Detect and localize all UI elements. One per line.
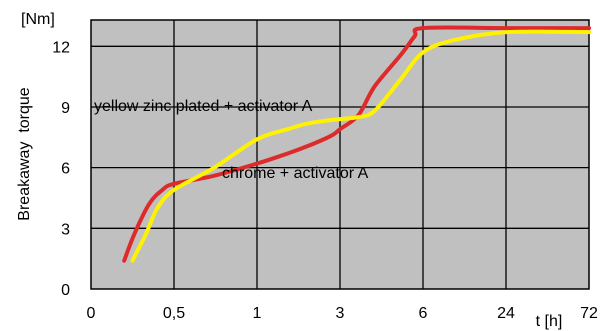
x-tick-label: 3 [336,305,345,322]
x-tick-label: 6 [419,305,428,322]
x-tick-label: 0 [87,305,96,322]
plot-frame [90,19,590,290]
x-tick-label: 72 [580,305,598,322]
annotation-chrome: chrome + activator A [222,165,369,182]
y-tick-label: 0 [61,282,70,299]
y-tick-label: 3 [61,221,70,238]
series-line-0 [122,25,591,263]
annotation-yellow-zinc: yellow zinc plated + activator A [94,98,313,115]
x-axis-label: t [h] [536,313,563,330]
x-tick-label: 1 [253,305,262,322]
y-tick-label: 12 [52,39,70,56]
y-axis-label: Breakaway torque [16,87,33,221]
y-tick-label: 9 [61,100,70,117]
x-tick-label: 24 [497,305,515,322]
x-tick-label: 0,5 [163,305,185,322]
series-line-1 [130,29,591,263]
y-tick-label: 6 [61,161,70,178]
y-unit-label: [Nm] [21,11,55,28]
